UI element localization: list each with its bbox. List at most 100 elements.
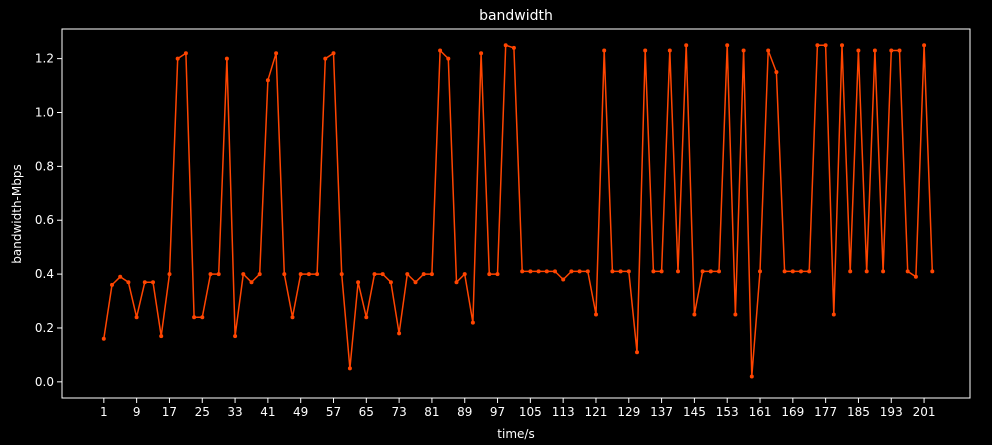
x-tick-label: 33 (227, 405, 242, 419)
data-point (224, 56, 229, 61)
data-point (741, 48, 746, 53)
data-point (495, 272, 500, 277)
y-axis-label: bandwidth-Mbps (10, 164, 24, 263)
data-point (610, 269, 615, 274)
data-point (708, 269, 713, 274)
data-point (897, 48, 902, 53)
data-point (101, 336, 106, 341)
data-point (872, 48, 877, 53)
y-tick-label: 0.4 (35, 267, 54, 281)
data-point (905, 269, 910, 274)
data-point (298, 272, 303, 277)
data-point (175, 56, 180, 61)
data-point (733, 312, 738, 317)
data-point (766, 48, 771, 53)
data-point (594, 312, 598, 317)
data-point (520, 269, 525, 274)
data-point (241, 272, 246, 277)
data-point (151, 280, 155, 285)
y-axis: 0.0 0.2 0.4 0.6 0.8 1.0 1.2 (35, 52, 62, 389)
data-point (265, 78, 270, 83)
data-point (126, 280, 131, 285)
data-point (290, 315, 295, 320)
data-point (831, 312, 836, 317)
data-point (110, 282, 114, 287)
data-point (413, 280, 418, 285)
data-point (700, 269, 705, 274)
chart-title: bandwidth (479, 8, 553, 24)
data-point (208, 272, 213, 277)
data-point (429, 272, 434, 277)
data-point (503, 43, 508, 48)
data-point (315, 272, 320, 277)
data-point (274, 51, 279, 56)
x-tick-label: 65 (359, 405, 374, 419)
x-tick-label: 169 (781, 405, 804, 419)
x-tick-label: 57 (326, 405, 341, 419)
x-tick-label: 41 (260, 405, 275, 419)
data-point (667, 48, 672, 53)
x-tick-label: 49 (293, 405, 308, 419)
data-point (183, 51, 188, 56)
data-point (569, 269, 574, 274)
y-tick-label: 0.6 (35, 213, 54, 227)
data-point (306, 272, 311, 277)
data-point (347, 366, 352, 371)
data-point (462, 272, 467, 277)
data-point (438, 48, 443, 53)
data-point (323, 56, 328, 61)
x-tick-label: 1 (100, 405, 108, 419)
data-point (331, 51, 336, 56)
x-tick-label: 153 (716, 405, 739, 419)
data-point (684, 43, 689, 48)
data-point (774, 70, 779, 75)
x-tick-label: 177 (814, 405, 837, 419)
data-point (339, 272, 344, 277)
data-point (823, 43, 828, 48)
x-tick-label: 25 (195, 405, 210, 419)
data-point (470, 320, 475, 325)
data-point (380, 272, 385, 277)
data-point (717, 269, 721, 274)
data-point (233, 334, 238, 339)
data-point (889, 48, 894, 53)
x-tick-label: 97 (490, 405, 505, 419)
data-point (807, 269, 812, 274)
x-tick-label: 121 (585, 405, 608, 419)
y-tick-label: 0.0 (35, 375, 54, 389)
data-point (364, 315, 369, 320)
x-axis-label: time/s (497, 427, 534, 441)
x-axis: 1 9 17 25 33 41 49 57 65 73 81 89 97 105 113 121 129 137 1… (100, 398, 936, 419)
data-point (249, 280, 254, 285)
data-point (388, 280, 393, 285)
data-point (913, 274, 918, 279)
x-tick-label: 129 (617, 405, 640, 419)
y-tick-label: 1.2 (35, 52, 54, 66)
data-point (577, 269, 582, 274)
data-point (511, 45, 516, 50)
data-point (651, 269, 656, 274)
data-point (142, 280, 147, 285)
data-point (725, 43, 730, 48)
data-point (553, 269, 557, 274)
data-point (200, 315, 205, 320)
data-point (561, 277, 566, 282)
x-tick-label: 185 (847, 405, 870, 419)
x-tick-label: 161 (749, 405, 772, 419)
data-point (840, 43, 844, 48)
data-point (454, 280, 459, 285)
data-point (848, 269, 853, 274)
x-tick-label: 145 (683, 405, 706, 419)
plot-frame (61, 28, 971, 399)
data-point (626, 269, 631, 274)
data-point (479, 51, 484, 56)
x-tick-label: 193 (880, 405, 903, 419)
data-point (881, 269, 886, 274)
data-point (118, 274, 123, 279)
data-point (356, 280, 361, 285)
series-layer (101, 43, 935, 379)
x-tick-label: 73 (391, 405, 406, 419)
data-point (659, 269, 664, 274)
data-point (159, 334, 164, 339)
